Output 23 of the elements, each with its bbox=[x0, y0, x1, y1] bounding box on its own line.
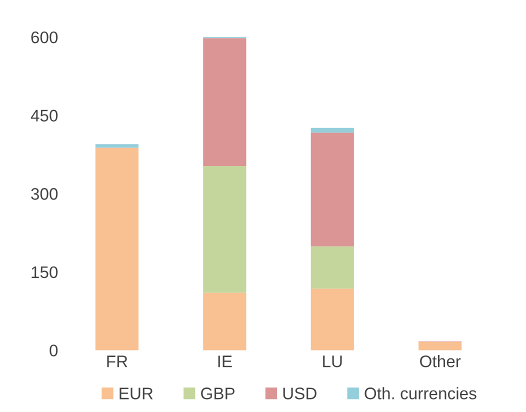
legend-label: Oth. currencies bbox=[364, 387, 476, 400]
bar bbox=[310, 288, 354, 350]
y-tick-label: 300 bbox=[31, 188, 58, 200]
x-tick-label: Other bbox=[420, 355, 461, 368]
bar bbox=[203, 38, 246, 166]
bar bbox=[310, 132, 354, 246]
y-tick-label: 450 bbox=[30, 110, 58, 122]
y-tick-label: 0 bbox=[50, 344, 58, 356]
x-tick-label: FR bbox=[107, 356, 128, 368]
legend-label: GBP bbox=[201, 388, 235, 400]
legend-label: USD bbox=[283, 388, 316, 400]
x-tick-label: IE bbox=[218, 356, 232, 368]
bar bbox=[418, 342, 462, 350]
y-tick-label: 600 bbox=[31, 31, 58, 44]
y-tick-label: 150 bbox=[32, 266, 58, 278]
legend-label: EUR bbox=[120, 388, 153, 400]
bar bbox=[95, 144, 139, 148]
bar bbox=[95, 148, 139, 350]
bar bbox=[203, 292, 246, 350]
x-tick-label: LU bbox=[323, 356, 342, 368]
bar bbox=[203, 166, 246, 293]
bar bbox=[310, 128, 354, 133]
bar bbox=[310, 246, 354, 289]
